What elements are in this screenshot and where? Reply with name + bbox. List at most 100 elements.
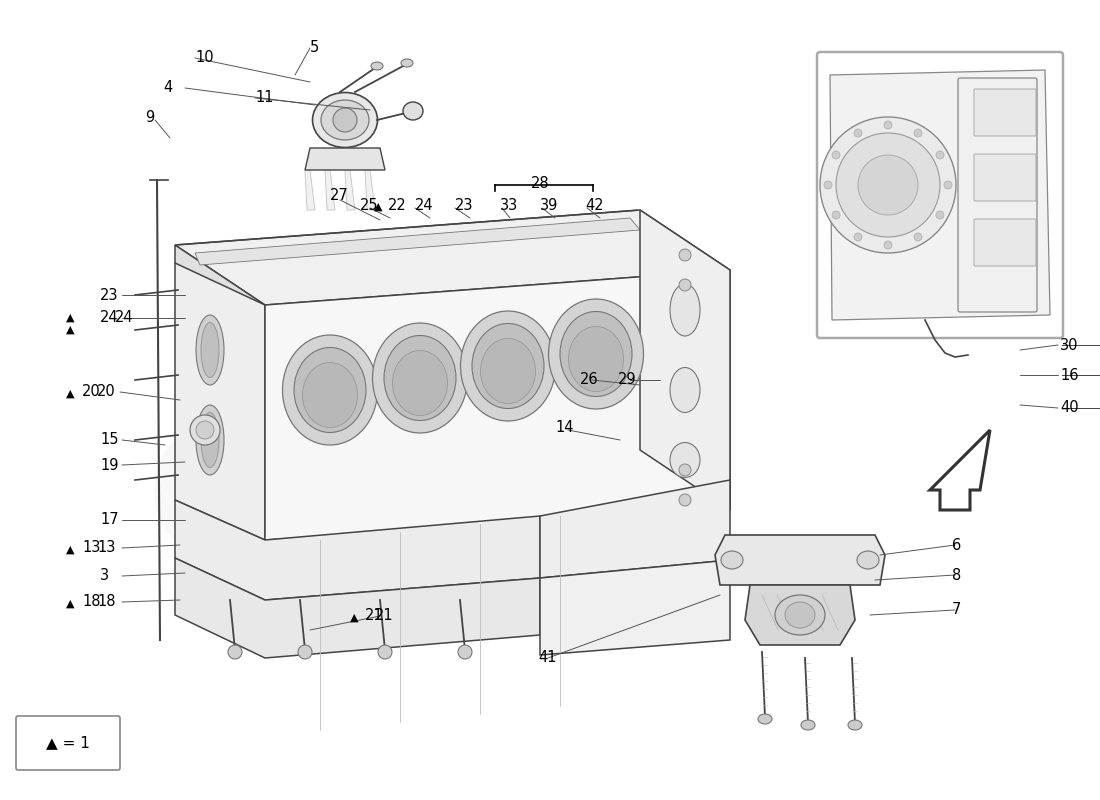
Polygon shape [305,170,315,210]
Text: 18: 18 [82,594,100,610]
Text: ▲: ▲ [66,313,74,323]
Polygon shape [345,170,355,210]
Circle shape [854,129,862,137]
Text: 15: 15 [100,433,119,447]
Polygon shape [195,218,640,265]
Ellipse shape [373,323,468,433]
Text: ▲: ▲ [66,389,74,399]
Text: 3: 3 [100,569,109,583]
Polygon shape [265,270,730,540]
Text: ▲: ▲ [66,599,74,609]
Circle shape [679,494,691,506]
Circle shape [190,415,220,445]
FancyBboxPatch shape [974,219,1036,266]
Text: 9: 9 [145,110,154,126]
Text: 27: 27 [330,187,349,202]
Ellipse shape [481,338,536,403]
Text: ▲: ▲ [350,613,358,623]
Polygon shape [830,70,1050,320]
Text: e: e [142,383,278,597]
Circle shape [196,421,214,439]
Ellipse shape [670,284,700,336]
Text: 13: 13 [82,541,100,555]
Text: 29: 29 [618,373,637,387]
Circle shape [884,121,892,129]
Circle shape [884,241,892,249]
Text: 42: 42 [585,198,604,213]
Text: 23: 23 [100,287,119,302]
Polygon shape [365,170,375,210]
Text: 30: 30 [1060,338,1078,353]
Text: 7: 7 [952,602,961,618]
Text: 24: 24 [415,198,433,213]
Ellipse shape [776,595,825,635]
Text: 24: 24 [116,310,133,326]
Ellipse shape [549,299,644,409]
Text: ▲ = 1: ▲ = 1 [46,735,90,750]
Polygon shape [715,535,886,585]
Circle shape [858,155,918,215]
Text: 40: 40 [1060,401,1079,415]
Text: 20: 20 [82,385,101,399]
Text: 19: 19 [100,458,119,473]
Polygon shape [175,500,540,600]
Ellipse shape [312,93,377,147]
Ellipse shape [393,350,448,415]
Text: 11: 11 [255,90,274,106]
Text: 16: 16 [1060,367,1078,382]
Text: 4: 4 [163,81,173,95]
Circle shape [832,211,840,219]
Ellipse shape [472,323,544,409]
Text: 26: 26 [580,373,598,387]
FancyBboxPatch shape [958,78,1037,312]
Polygon shape [175,263,265,540]
Ellipse shape [670,442,700,478]
FancyBboxPatch shape [974,89,1036,136]
Ellipse shape [848,720,862,730]
Text: 25: 25 [360,198,378,213]
Polygon shape [640,210,730,510]
Ellipse shape [294,347,366,433]
Text: 24: 24 [100,310,119,326]
Text: 13: 13 [97,541,116,555]
Ellipse shape [461,311,556,421]
Ellipse shape [371,62,383,70]
Circle shape [836,133,940,237]
Ellipse shape [196,315,224,385]
Text: 22: 22 [388,198,407,213]
Polygon shape [745,585,855,645]
Circle shape [679,279,691,291]
Circle shape [936,151,944,159]
Ellipse shape [403,102,424,120]
Ellipse shape [785,602,815,628]
Ellipse shape [321,100,368,140]
Text: since 1975: since 1975 [344,508,495,582]
FancyArrowPatch shape [178,210,637,245]
Text: 5: 5 [310,41,319,55]
Circle shape [936,211,944,219]
Circle shape [914,129,922,137]
Circle shape [679,464,691,476]
Circle shape [228,645,242,659]
Ellipse shape [857,551,879,569]
Polygon shape [175,210,730,305]
Text: 21: 21 [375,609,394,623]
FancyBboxPatch shape [16,716,120,770]
Text: ▲: ▲ [374,202,382,212]
Text: 20: 20 [97,385,116,399]
Polygon shape [540,560,730,655]
Text: 41: 41 [538,650,557,666]
Circle shape [824,181,832,189]
Ellipse shape [201,322,219,378]
Ellipse shape [201,413,219,467]
Ellipse shape [384,335,456,421]
Ellipse shape [801,720,815,730]
Circle shape [679,249,691,261]
FancyBboxPatch shape [817,52,1063,338]
Polygon shape [175,558,540,658]
Text: 28: 28 [530,175,549,190]
Polygon shape [324,170,336,210]
Polygon shape [540,480,730,578]
Text: 21: 21 [365,609,384,623]
Ellipse shape [670,367,700,413]
